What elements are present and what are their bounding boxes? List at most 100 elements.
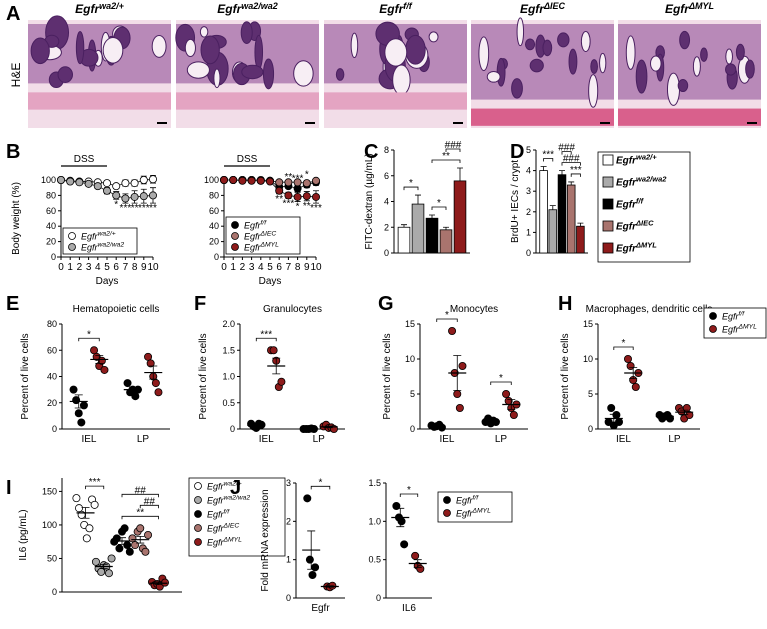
legend-label: Egfrf/f (207, 509, 230, 520)
significance-bracket (445, 148, 461, 153)
data-point (247, 176, 256, 185)
y-tick-label: 0.5 (368, 555, 381, 565)
y-tick-label: 0.5 (222, 398, 235, 408)
legend-label: Egfrwa2/wa2 (207, 495, 250, 506)
image-title: Egfrwa2/wa2 (217, 1, 278, 16)
y-tick-label: 5 (410, 389, 415, 399)
error-bar (629, 367, 638, 379)
data-point (311, 192, 320, 201)
significance-label: * (114, 199, 118, 210)
y-axis-label: FITC-dextran (µg/mL) (364, 153, 375, 249)
x-tick-label: IEL (616, 434, 631, 445)
data-point (293, 178, 302, 187)
crypt (199, 26, 209, 38)
error-bar (432, 425, 441, 428)
legend-label: Egfrwa2/+ (616, 153, 657, 167)
data-point (123, 379, 132, 388)
data-point (311, 176, 320, 185)
x-tick-label: 3 (86, 262, 92, 273)
y-tick-label: 0 (214, 252, 219, 262)
data-point (265, 177, 274, 186)
crypt (580, 30, 591, 52)
significance-label: *** (138, 203, 150, 214)
significance-label: ** (136, 507, 144, 518)
data-point (238, 176, 247, 185)
significance-label: ## (144, 496, 156, 507)
error-bar (118, 537, 126, 545)
muscle-layer (28, 92, 171, 110)
data-point (303, 494, 312, 503)
y-tick-label: 1.5 (368, 478, 381, 488)
crypt (496, 57, 506, 87)
y-axis-label: Percent of live cells (20, 333, 31, 419)
data-point (458, 361, 467, 370)
x-axis-label: Days (259, 276, 282, 287)
data-point (229, 175, 238, 184)
bar (539, 170, 548, 254)
y-tick-label: 60 (46, 206, 56, 216)
error-bar (415, 194, 421, 205)
y-tick-label: 8 (384, 145, 389, 155)
x-tick-label: 0 (221, 262, 227, 273)
significance-label: ** (275, 194, 283, 205)
significance-bracket (543, 158, 554, 162)
crypt (588, 74, 599, 108)
crypt (568, 48, 578, 75)
error-bar (325, 585, 334, 588)
crypt (679, 30, 691, 50)
crypt (186, 61, 210, 79)
error-bar (680, 409, 689, 415)
crypt (57, 66, 73, 83)
crypt (213, 68, 221, 89)
crypt (75, 31, 85, 65)
x-tick-label: 3 (249, 262, 255, 273)
data-point (392, 501, 401, 510)
significance-bracket (139, 504, 159, 509)
legend-marker (68, 232, 76, 240)
panel-label: D (510, 141, 524, 163)
x-tick-label: 8 (295, 262, 301, 273)
legend-label: Egfrwa2/+ (207, 481, 242, 492)
panel-label: E (6, 293, 19, 315)
error-bar (413, 559, 422, 568)
significance-label: *** (292, 173, 304, 184)
data-point (74, 409, 83, 418)
bar (397, 226, 411, 254)
legend-label: EgfrΔMYL (207, 537, 242, 548)
data-point (77, 418, 86, 427)
x-tick-label: 5 (104, 262, 110, 273)
data-point (123, 541, 132, 550)
y-tick-label: 0 (230, 424, 235, 434)
bar (439, 229, 453, 254)
crypt (478, 36, 490, 72)
data-point (293, 192, 302, 201)
error-bar (609, 413, 618, 424)
bar (576, 225, 585, 254)
y-tick-label: 20 (47, 398, 57, 408)
image-title: Egfrwa2/+ (75, 1, 125, 16)
significance-label: * (445, 310, 449, 321)
data-point (453, 389, 462, 398)
data-point (90, 346, 99, 355)
error-bar (307, 530, 316, 570)
panel-label: J (230, 477, 241, 499)
crypt (240, 21, 253, 44)
significance-bracket (490, 381, 512, 385)
error-bar (507, 399, 516, 410)
x-tick-label: 2 (77, 262, 83, 273)
crypt (384, 38, 408, 67)
significance-bracket (431, 206, 447, 211)
significance-label: * (409, 178, 413, 189)
crypt (735, 43, 745, 61)
data-point (92, 352, 101, 361)
bar (411, 203, 425, 254)
legend-marker (709, 312, 717, 320)
data-point (502, 389, 511, 398)
error-bar (95, 355, 104, 364)
data-point (144, 531, 153, 540)
data-point (411, 551, 420, 560)
data-point (141, 547, 150, 556)
data-point (455, 403, 464, 412)
y-tick-label: 2 (526, 207, 531, 217)
significance-bracket (78, 337, 100, 342)
